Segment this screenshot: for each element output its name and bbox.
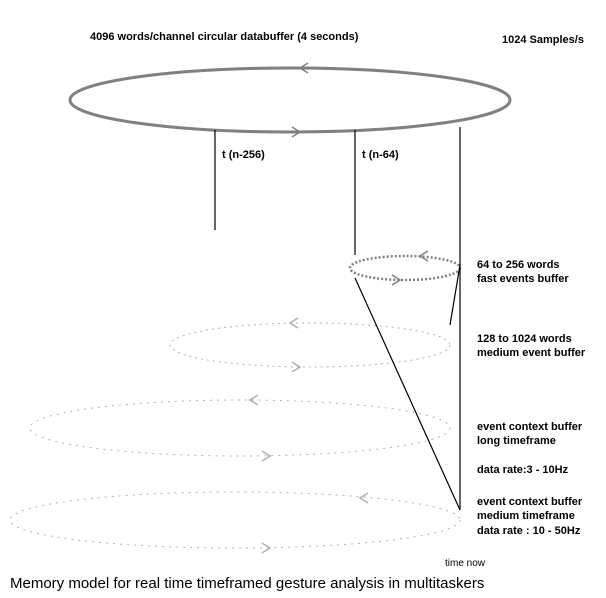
label-top-title: 4096 words/channel circular databuffer (… xyxy=(90,30,358,44)
ellipse-long-ctx xyxy=(30,400,450,456)
ellipse-fast xyxy=(350,256,460,280)
label-medium-context: event context buffer medium timeframe da… xyxy=(477,495,582,538)
ellipse-main xyxy=(70,68,510,132)
arrow-med_bot xyxy=(292,362,300,372)
label-long-context: event context buffer long timeframe data… xyxy=(477,420,582,477)
label-fast-buffer: 64 to 256 words fast events buffer xyxy=(477,258,569,287)
label-caption: Memory model for real time timeframed ge… xyxy=(10,575,484,592)
ellipse-group xyxy=(10,68,510,548)
label-sample-rate: 1024 Samples/s xyxy=(502,33,584,47)
line-group xyxy=(215,127,460,510)
arrow-group xyxy=(250,63,428,553)
line-diag-mid xyxy=(355,278,460,510)
arrow-mctx_top xyxy=(360,493,368,503)
label-time-now: time now xyxy=(445,557,485,570)
label-medium-buffer: 128 to 1024 words medium event buffer xyxy=(477,332,585,361)
ellipse-medium xyxy=(170,323,450,367)
arrow-mctx_bot xyxy=(262,543,270,553)
label-t-left: t (n-256) xyxy=(222,148,265,162)
label-t-right: t (n-64) xyxy=(362,148,399,162)
arrow-long_top xyxy=(250,395,258,405)
line-diag-fast-r xyxy=(450,265,460,325)
arrow-fast_bot xyxy=(392,275,400,285)
ellipse-medium-ctx xyxy=(10,492,460,548)
